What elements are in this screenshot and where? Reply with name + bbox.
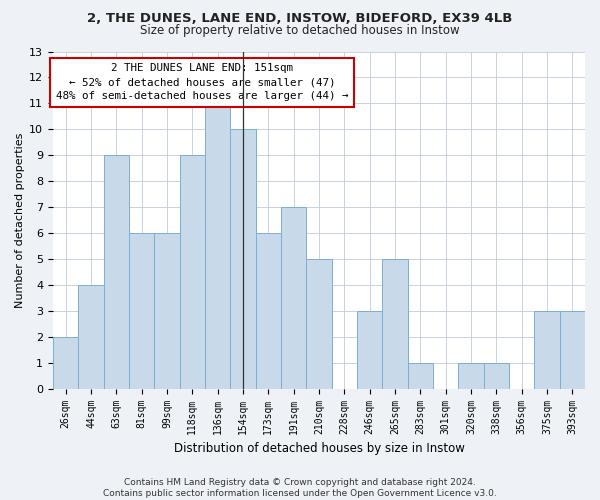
Bar [407,363,433,388]
Bar [104,156,129,388]
Y-axis label: Number of detached properties: Number of detached properties [15,132,25,308]
Bar [53,337,79,388]
Bar [458,363,484,388]
Bar [129,233,154,388]
Bar [484,363,509,388]
Text: 2 THE DUNES LANE END: 151sqm
← 52% of detached houses are smaller (47)
48% of se: 2 THE DUNES LANE END: 151sqm ← 52% of de… [56,64,348,102]
Bar [230,130,256,388]
Text: Contains HM Land Registry data © Crown copyright and database right 2024.
Contai: Contains HM Land Registry data © Crown c… [103,478,497,498]
Bar [535,311,560,388]
Bar [560,311,585,388]
Bar [382,259,407,388]
Bar [256,233,281,388]
Bar [307,259,332,388]
Bar [79,285,104,389]
Bar [179,156,205,388]
Text: 2, THE DUNES, LANE END, INSTOW, BIDEFORD, EX39 4LB: 2, THE DUNES, LANE END, INSTOW, BIDEFORD… [88,12,512,26]
Text: Size of property relative to detached houses in Instow: Size of property relative to detached ho… [140,24,460,37]
Bar [205,104,230,389]
X-axis label: Distribution of detached houses by size in Instow: Distribution of detached houses by size … [173,442,464,455]
Bar [357,311,382,388]
Bar [281,207,307,388]
Bar [154,233,179,388]
